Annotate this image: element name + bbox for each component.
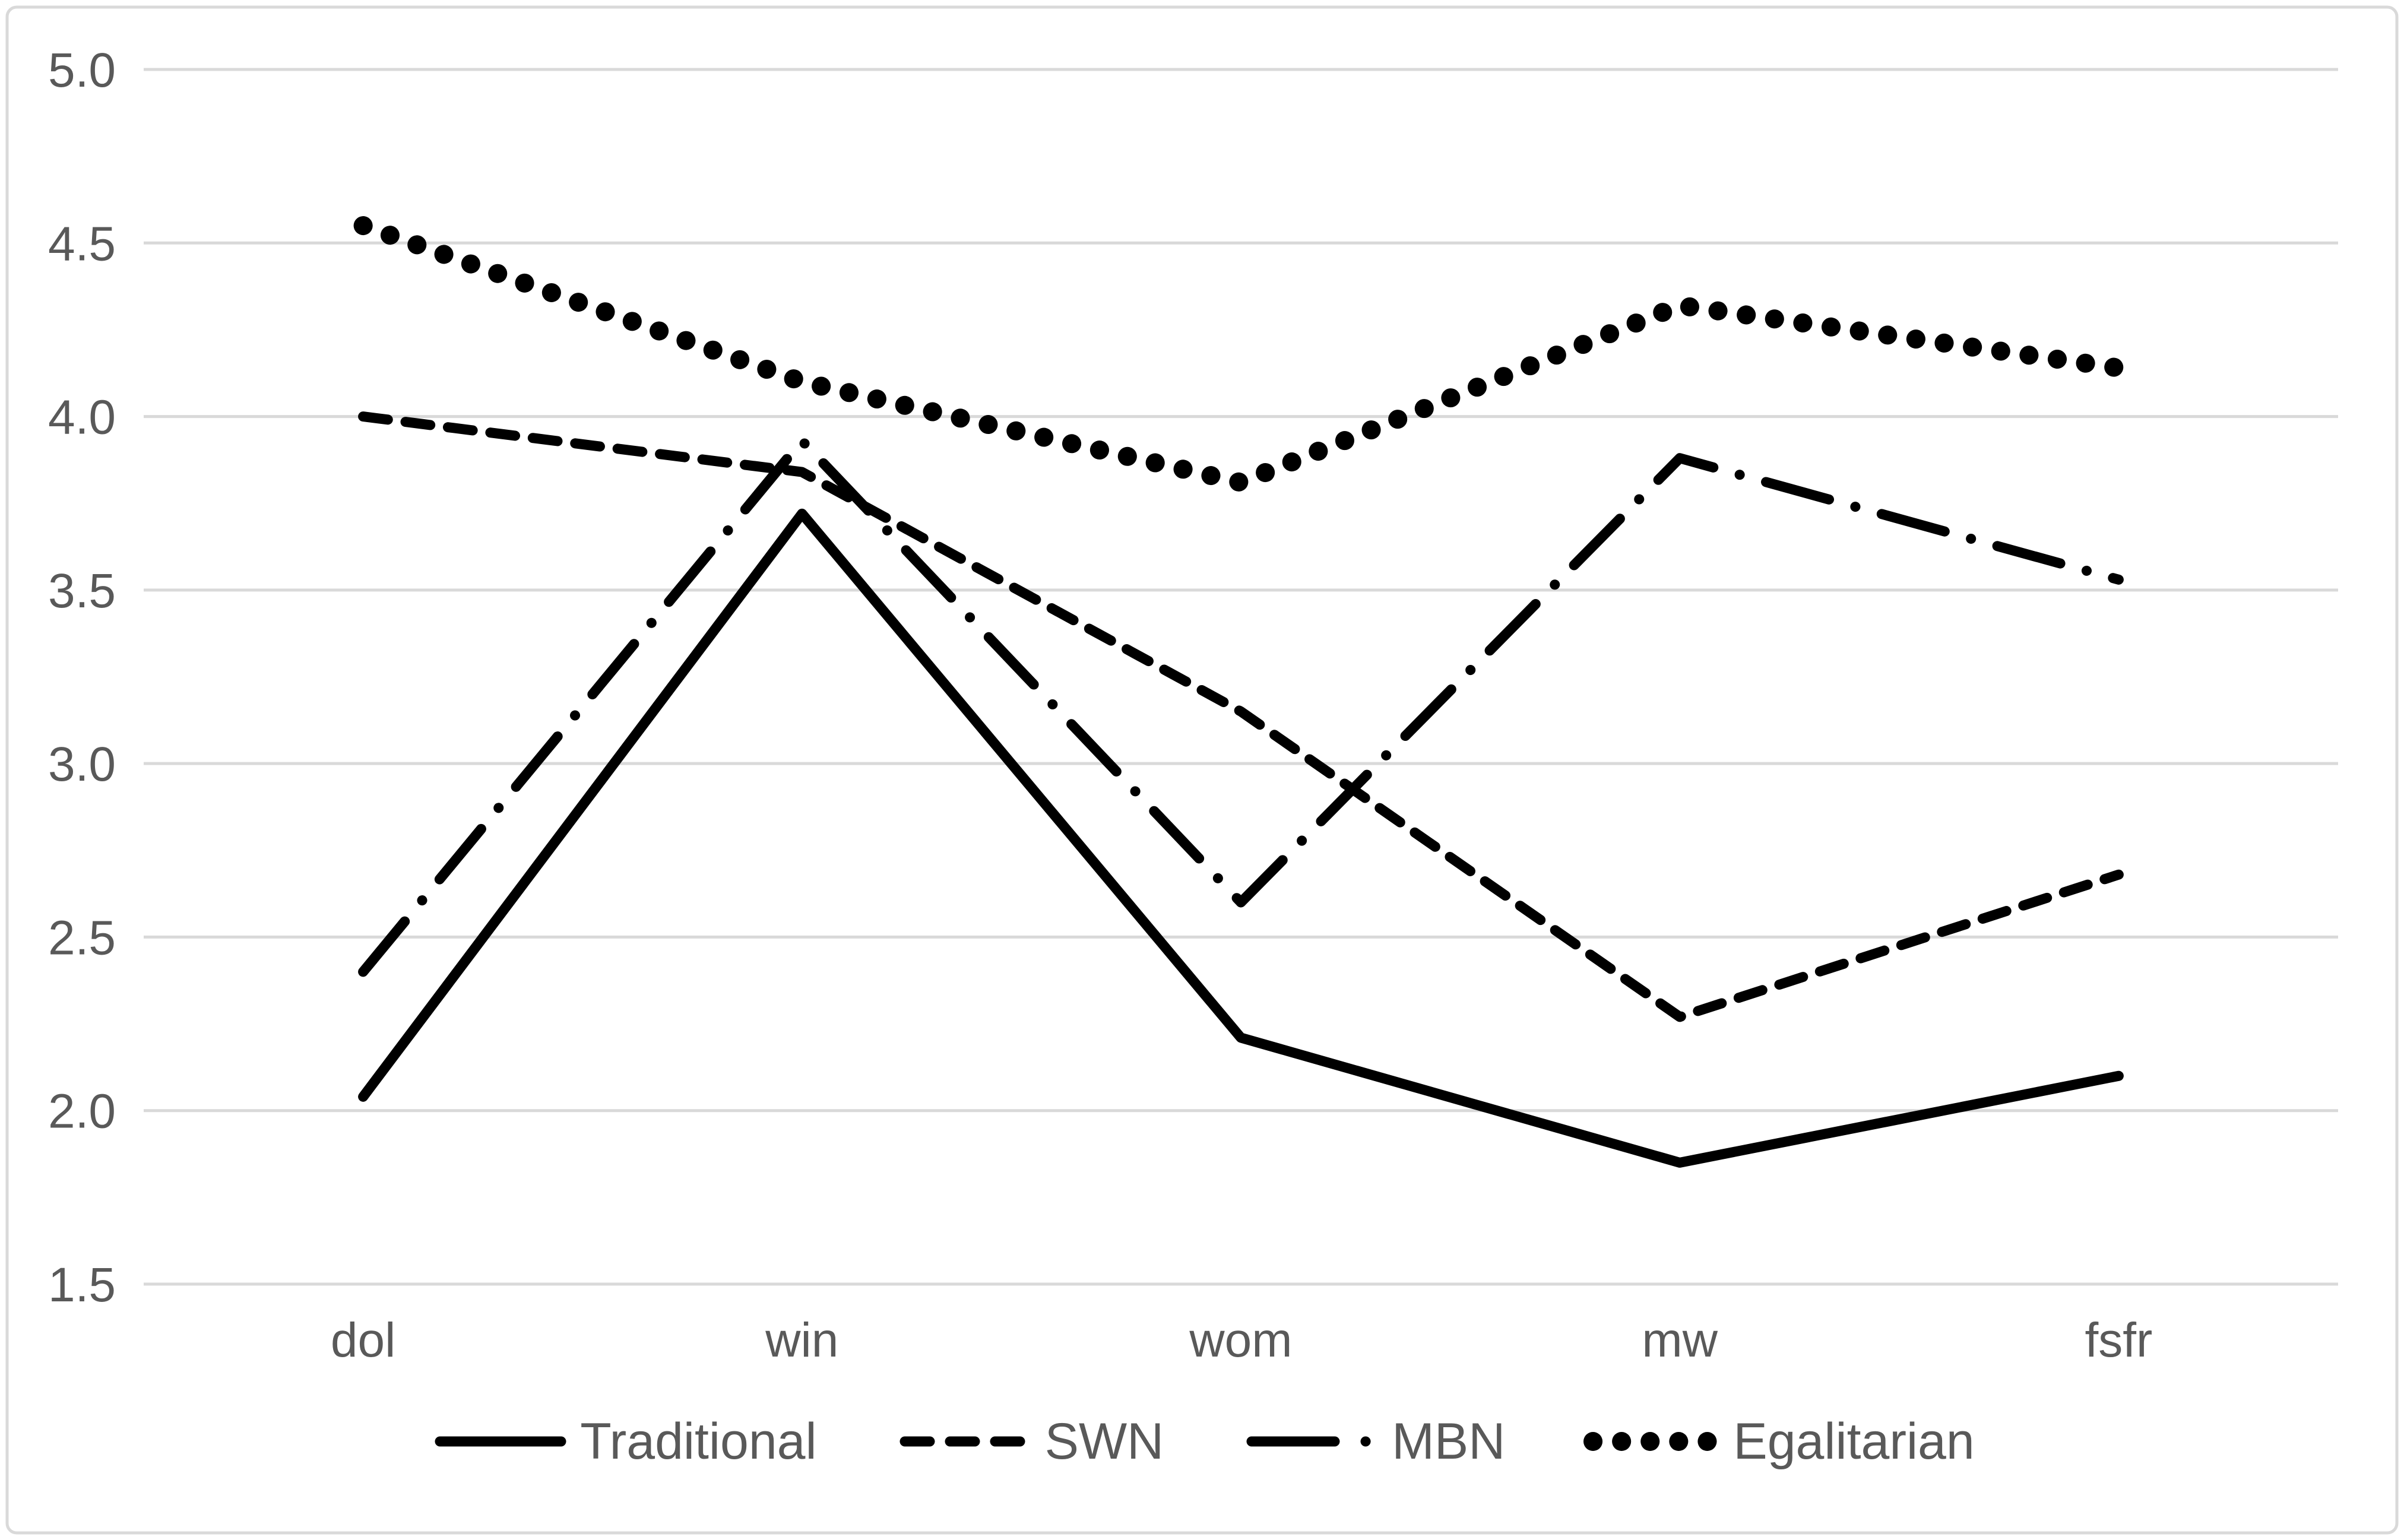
x-axis-tick-label: win — [765, 1313, 838, 1367]
legend: Traditional SWN MBN Egalitarian — [0, 1406, 2404, 1477]
y-axis-tick-label: 3.0 — [48, 737, 116, 791]
x-axis-tick-label: wom — [1189, 1313, 1292, 1367]
y-axis-tick-label: 3.5 — [48, 564, 116, 618]
legend-item-egalitarian: Egalitarian — [1582, 1412, 1975, 1471]
legend-item-mbn: MBN — [1241, 1412, 1505, 1471]
legend-label: SWN — [1044, 1412, 1164, 1470]
y-axis-tick-label: 2.0 — [48, 1085, 116, 1139]
legend-swatch-dash-dot — [1246, 1436, 1378, 1447]
series-line-swn — [358, 411, 2124, 1022]
x-axis-tick-label: fsfr — [2085, 1313, 2152, 1367]
y-axis-tick-label: 2.5 — [48, 911, 116, 965]
series-line-traditional — [358, 508, 2124, 1168]
y-axis-tick-label: 4.5 — [48, 217, 116, 271]
legend-item-traditional: Traditional — [429, 1412, 817, 1471]
y-axis-tick-label: 5.0 — [48, 43, 116, 97]
legend-label: MBN — [1392, 1412, 1506, 1470]
legend-swatch-solid — [435, 1436, 566, 1447]
legend-label: Traditional — [580, 1412, 817, 1470]
series-line-egalitarian — [353, 216, 2129, 492]
series-line-mbn — [358, 435, 2124, 977]
y-axis-tick-label: 1.5 — [48, 1258, 116, 1312]
legend-swatch-dashed — [899, 1436, 1031, 1447]
chart-border — [5, 5, 2399, 1535]
x-axis-tick-label: dol — [331, 1313, 395, 1367]
y-axis-tick-label: 4.0 — [48, 391, 116, 445]
x-axis-tick-label: mw — [1642, 1313, 1718, 1367]
legend-swatch-dotted — [1583, 1432, 1724, 1451]
legend-item-swn: SWN — [894, 1412, 1164, 1471]
legend-label: Egalitarian — [1733, 1412, 1975, 1470]
